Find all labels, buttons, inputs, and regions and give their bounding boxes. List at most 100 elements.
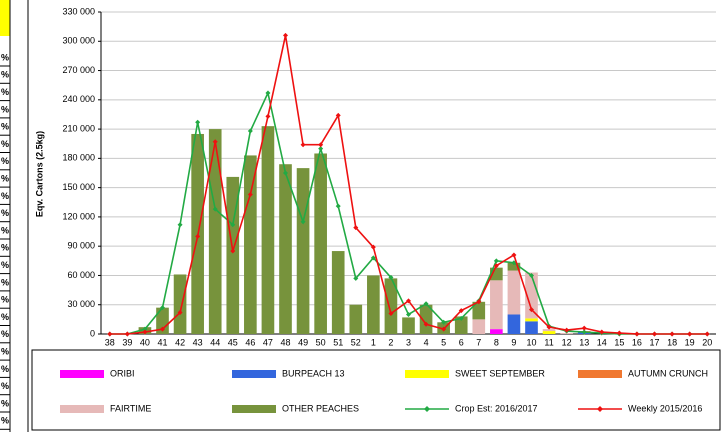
bar [542, 331, 556, 334]
point [581, 329, 587, 335]
bar [296, 168, 310, 334]
bar [349, 304, 363, 334]
sheet-cell: % [1, 70, 9, 80]
point [370, 244, 376, 250]
point [458, 308, 464, 314]
x-tick-label: 39 [122, 337, 132, 347]
bar [507, 262, 521, 271]
y-axis-label: Eqv. Cartons (2.5kg) [34, 131, 44, 217]
bar [525, 318, 538, 322]
point [353, 275, 359, 281]
point [406, 298, 411, 304]
x-tick-label: 19 [685, 337, 695, 347]
point [564, 327, 570, 333]
point [493, 258, 499, 264]
x-tick-label: 41 [157, 337, 167, 347]
x-tick-label: 15 [614, 337, 624, 347]
bar [507, 314, 521, 334]
point [599, 329, 605, 335]
legend-label: Weekly 2015/2016 [628, 403, 702, 413]
legend-label: FAIRTIME [110, 403, 151, 413]
sheet-cell: % [1, 225, 9, 235]
sheet-highlight [0, 0, 10, 36]
y-tick-label: 120 000 [62, 211, 95, 221]
point [265, 113, 271, 119]
point [212, 206, 218, 212]
bar [490, 329, 503, 334]
y-tick-label: 180 000 [62, 153, 95, 163]
point [370, 255, 376, 261]
x-tick-label: 42 [175, 337, 185, 347]
point [142, 326, 148, 332]
x-tick-label: 11 [544, 337, 553, 347]
bar [208, 129, 222, 334]
bar [472, 301, 486, 320]
y-tick-label: 0 [90, 328, 95, 338]
bar [367, 275, 380, 334]
point [230, 248, 236, 254]
point [160, 305, 165, 311]
x-tick-label: 51 [333, 337, 343, 347]
x-tick-label: 3 [406, 337, 411, 347]
x-tick-label: 16 [632, 337, 642, 347]
x-tick-label: 12 [562, 337, 572, 347]
legend-swatch [578, 370, 622, 378]
x-tick-label: 6 [459, 337, 464, 347]
point [195, 233, 201, 239]
sheet-cell: % [1, 243, 9, 253]
x-tick-label: 5 [441, 337, 446, 347]
x-tick-label: 49 [298, 337, 308, 347]
legend-swatch [232, 405, 276, 413]
point [581, 325, 587, 331]
x-tick-label: 17 [649, 337, 659, 347]
sheet-cell: % [1, 346, 9, 356]
point [107, 331, 113, 337]
bar [525, 321, 538, 334]
point [388, 274, 394, 280]
y-tick-label: 240 000 [62, 94, 95, 104]
sheet-cell: % [1, 312, 9, 322]
sheet-cell: % [1, 122, 9, 132]
point [634, 331, 640, 337]
x-tick-label: 45 [228, 337, 238, 347]
point [353, 225, 359, 231]
point [300, 142, 306, 148]
x-tick-label: 47 [263, 337, 273, 347]
bar [419, 304, 433, 334]
y-tick-label: 210 000 [62, 123, 95, 133]
bar [384, 278, 398, 334]
x-tick-label: 46 [245, 337, 255, 347]
sheet-cell: % [1, 260, 9, 270]
sheet-cell: % [1, 173, 9, 183]
point [406, 311, 411, 317]
sheet-cell: % [1, 381, 9, 391]
bar [279, 164, 292, 334]
x-tick-label: 8 [494, 337, 499, 347]
point [704, 331, 710, 337]
point [546, 324, 552, 330]
point [160, 326, 165, 332]
point [283, 170, 288, 176]
point [195, 119, 201, 125]
sheet-cell: % [1, 156, 9, 166]
x-tick-label: 43 [193, 337, 203, 347]
x-tick-label: 1 [371, 337, 376, 347]
bar [261, 126, 275, 334]
bar [402, 317, 415, 334]
point [335, 203, 341, 209]
bar [454, 316, 468, 334]
y-tick-label: 60 000 [67, 270, 95, 280]
sheet-cell: % [1, 104, 9, 114]
x-tick-label: 20 [702, 337, 712, 347]
x-tick-label: 38 [105, 337, 115, 347]
y-tick-label: 150 000 [62, 182, 95, 192]
legend-label: BURPEACH 13 [282, 368, 345, 378]
point [511, 252, 517, 258]
y-tick-label: 90 000 [67, 241, 95, 251]
sheet-cell: % [1, 139, 9, 149]
bar [244, 155, 257, 334]
x-tick-label: 2 [388, 337, 393, 347]
sheet-cell: % [1, 191, 9, 201]
legend-label: OTHER PEACHES [282, 403, 359, 413]
